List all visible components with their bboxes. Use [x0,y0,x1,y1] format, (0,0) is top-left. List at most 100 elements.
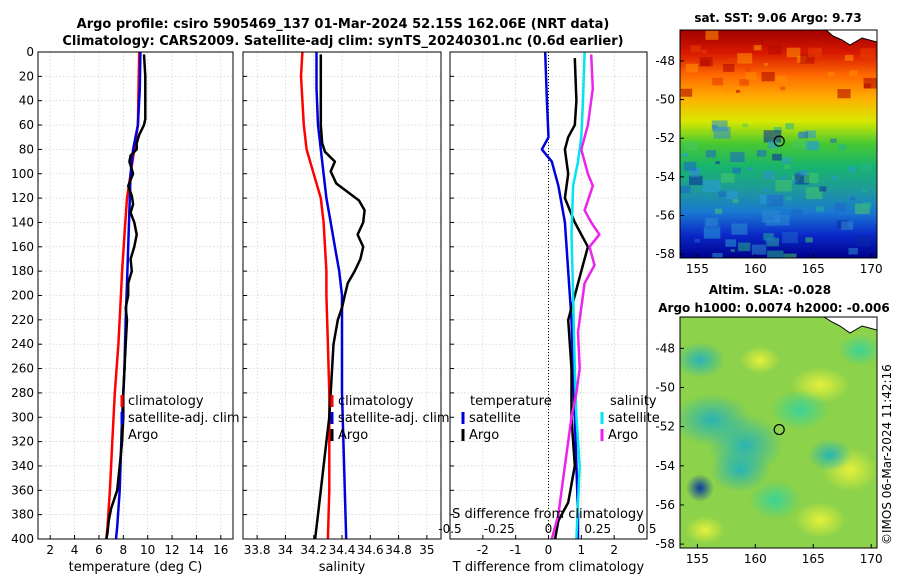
sla-map-axes: 155 160 165 170 -48 -50 -52 -54 -56 -58 [655,341,882,566]
map-y-tick-label: -54 [655,170,675,184]
legend-label: climatology [128,394,204,409]
y-tick-label: 320 [11,435,34,449]
plot-frame [449,51,648,540]
sst-texture-cell [805,140,819,151]
map-y-tick-label: -48 [655,54,675,68]
sst-texture-cell [803,172,819,183]
sst-texture-cell [695,38,702,43]
legend-label: Argo [608,428,638,443]
legend-label: Argo [128,428,158,443]
sst-texture-cell [828,71,835,77]
y-tick-label: 160 [11,240,34,254]
sst-land [825,30,877,46]
sst-texture-cell [685,63,699,73]
sst-texture-cell [702,179,721,193]
x-axis-label: T difference from climatology [452,560,645,575]
sst-texture-cell [767,141,779,149]
sla-anomaly-blob [749,480,801,520]
sla-anomaly-blob [808,439,852,471]
sst-texture-cell [783,164,791,169]
sst-texture-cell [683,161,697,171]
sst-map-title: sat. SST: 9.06 Argo: 9.73 [694,11,861,25]
sst-texture-cell [798,131,809,139]
sst-texture-cell [841,221,854,230]
map-x-tick-label: 160 [744,262,767,276]
sst-texture-cell [830,138,837,143]
sst-texture-cell [849,196,856,201]
sst-texture-cell [782,232,798,244]
sst-texture-cell [773,127,782,133]
sla-map-texture [680,334,877,544]
sst-map: sat. SST: 9.06 Argo: 9.73 155 160 165 170 -4… [655,11,882,276]
salinity-tick-label: 0.25 [584,522,611,536]
sst-texture-cell [689,175,703,186]
legend-label: Argo [469,428,499,443]
difference-panel: -2 -1 0 1 2 T difference from climatology temp… [438,51,660,575]
sst-texture-cell [819,186,827,192]
map-x-tick-label: 155 [686,262,709,276]
sst-texture-cell [751,244,767,255]
x-axis-label: salinity [319,560,366,575]
sla-map: Altim. SLA: -0.028 Argo h1000: 0.0074 h2… [655,283,889,566]
x-tick-label: 34.2 [300,543,327,557]
sst-texture-cell [730,249,735,252]
sst-texture-cell [715,161,720,165]
x-tick-label: 35 [419,543,434,557]
map-y-tick-label: -48 [655,341,675,355]
sla-anomaly-blob [686,474,714,502]
sst-texture-cell [766,194,784,207]
sst-argo-marker [773,135,785,147]
sst-texture-cell [816,206,824,212]
salinity-tick-label: -0.25 [484,522,515,536]
y-tick-label: 400 [11,532,34,546]
sla-anomaly-blob [680,342,725,378]
map-y-tick-label: -54 [655,459,675,473]
sst-texture-cell [738,242,751,252]
sst-texture-cell [752,35,763,43]
sst-texture-cell [775,75,787,84]
sst-map-frame [679,29,878,259]
sst-texture-cell [854,203,870,215]
salinity-tick-label: 0.5 [637,522,656,536]
y-tick-label: 20 [19,69,34,83]
sst-texture-cell [808,47,822,58]
x-tick-label: 1 [578,543,586,557]
sst-texture-cell [861,163,872,171]
salinity-tick-label: 0 [545,522,553,536]
y-tick-label: 140 [11,215,34,229]
sst-texture-cell [712,253,723,258]
y-tick-label: 380 [11,508,34,522]
map-x-tick-label: 155 [686,552,709,566]
sst-texture-cell [701,49,707,54]
sst-texture-cell [705,30,719,40]
map-y-tick-label: -56 [655,498,675,512]
sst-texture-cell [860,48,875,59]
map-x-tick-label: 165 [802,552,825,566]
sst-texture-cell [783,253,797,258]
sst-texture-cell [848,166,857,172]
sst-texture-cell [759,194,774,204]
sla-anomaly-blob [740,346,780,374]
plot-frame [37,51,234,540]
sst-texture-cell [737,53,753,64]
sla-anomaly-blob [838,334,877,366]
series-line-salinity_argo [550,54,601,540]
legend-label: satellite [469,411,521,426]
salinity-tick-label: -0.5 [438,522,461,536]
sst-texture-cell [720,173,735,183]
title-line-1: Argo profile: csiro 5905469_137 01-Mar-2… [77,17,610,32]
sst-texture-cell [791,209,803,217]
sst-texture-cell [726,190,739,199]
sst-texture-cell [849,70,858,77]
map-x-tick-label: 165 [802,262,825,276]
x-tick-label: 8 [119,543,127,557]
x-tick-label: 33.8 [244,543,271,557]
sst-texture-cell [705,217,718,227]
sst-texture-cell [684,140,699,151]
sst-texture-cell [793,139,807,149]
y-tick-label: 360 [11,483,34,497]
legend-label: climatology [338,394,414,409]
sst-texture-cell [728,58,734,63]
sst-texture-cell [725,239,736,247]
y-tick-label: 340 [11,459,34,473]
